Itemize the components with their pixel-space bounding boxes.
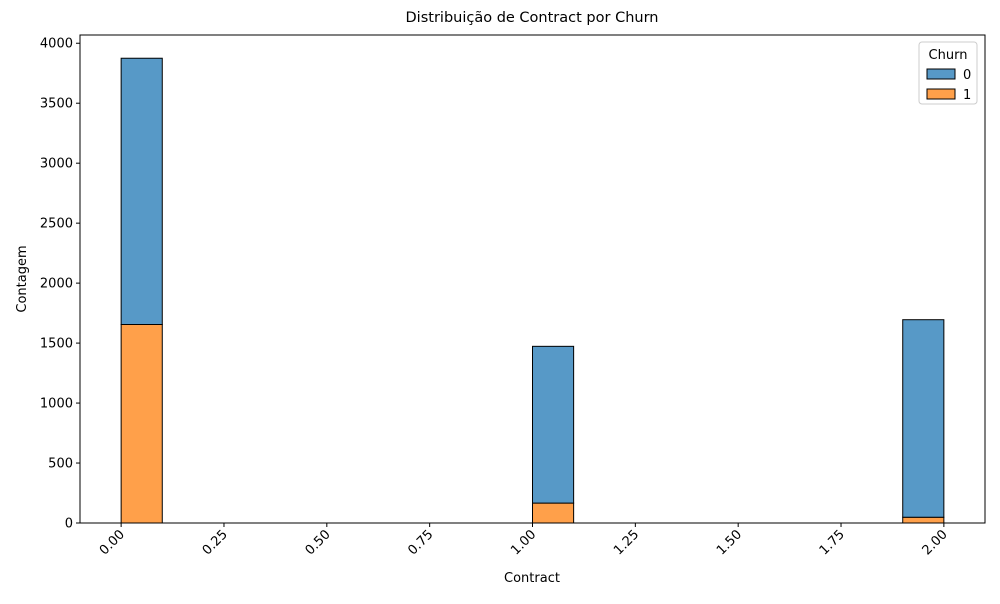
legend-title: Churn <box>929 48 968 63</box>
chart-title: Distribuição de Contract por Churn <box>406 10 659 26</box>
x-tick-label: 1.50 <box>714 527 745 558</box>
legend-swatch <box>926 68 956 80</box>
y-axis-label: Contagem <box>15 245 30 312</box>
bar <box>532 502 575 524</box>
legend-label: 1 <box>963 88 971 103</box>
y-tick-label: 2000 <box>40 277 73 292</box>
x-tick-label: 0.25 <box>200 527 231 558</box>
x-tick-label: 2.00 <box>920 527 951 558</box>
x-tick-label: 0.50 <box>303 527 334 558</box>
bar <box>120 57 163 326</box>
y-tick-label: 0 <box>65 517 73 532</box>
y-tick-label: 1000 <box>40 397 73 412</box>
bar <box>532 345 575 504</box>
y-tick-label: 3500 <box>40 97 73 112</box>
y-tick-label: 500 <box>48 457 73 472</box>
y-tick-label: 1500 <box>40 337 73 352</box>
x-axis-label: Contract <box>504 571 560 586</box>
y-tick-label: 2500 <box>40 217 73 232</box>
x-tick-label: 1.00 <box>508 527 539 558</box>
bar <box>902 516 945 524</box>
bar <box>120 324 163 524</box>
y-tick-label: 4000 <box>40 37 73 52</box>
x-tick-label: 0.00 <box>97 527 128 558</box>
legend-swatch <box>926 88 956 100</box>
x-tick-label: 1.75 <box>817 527 848 558</box>
bar <box>902 319 945 518</box>
x-tick-label: 1.25 <box>611 527 642 558</box>
y-tick-label: 3000 <box>40 157 73 172</box>
legend-label: 0 <box>963 68 971 83</box>
x-tick-label: 0.75 <box>405 527 436 558</box>
